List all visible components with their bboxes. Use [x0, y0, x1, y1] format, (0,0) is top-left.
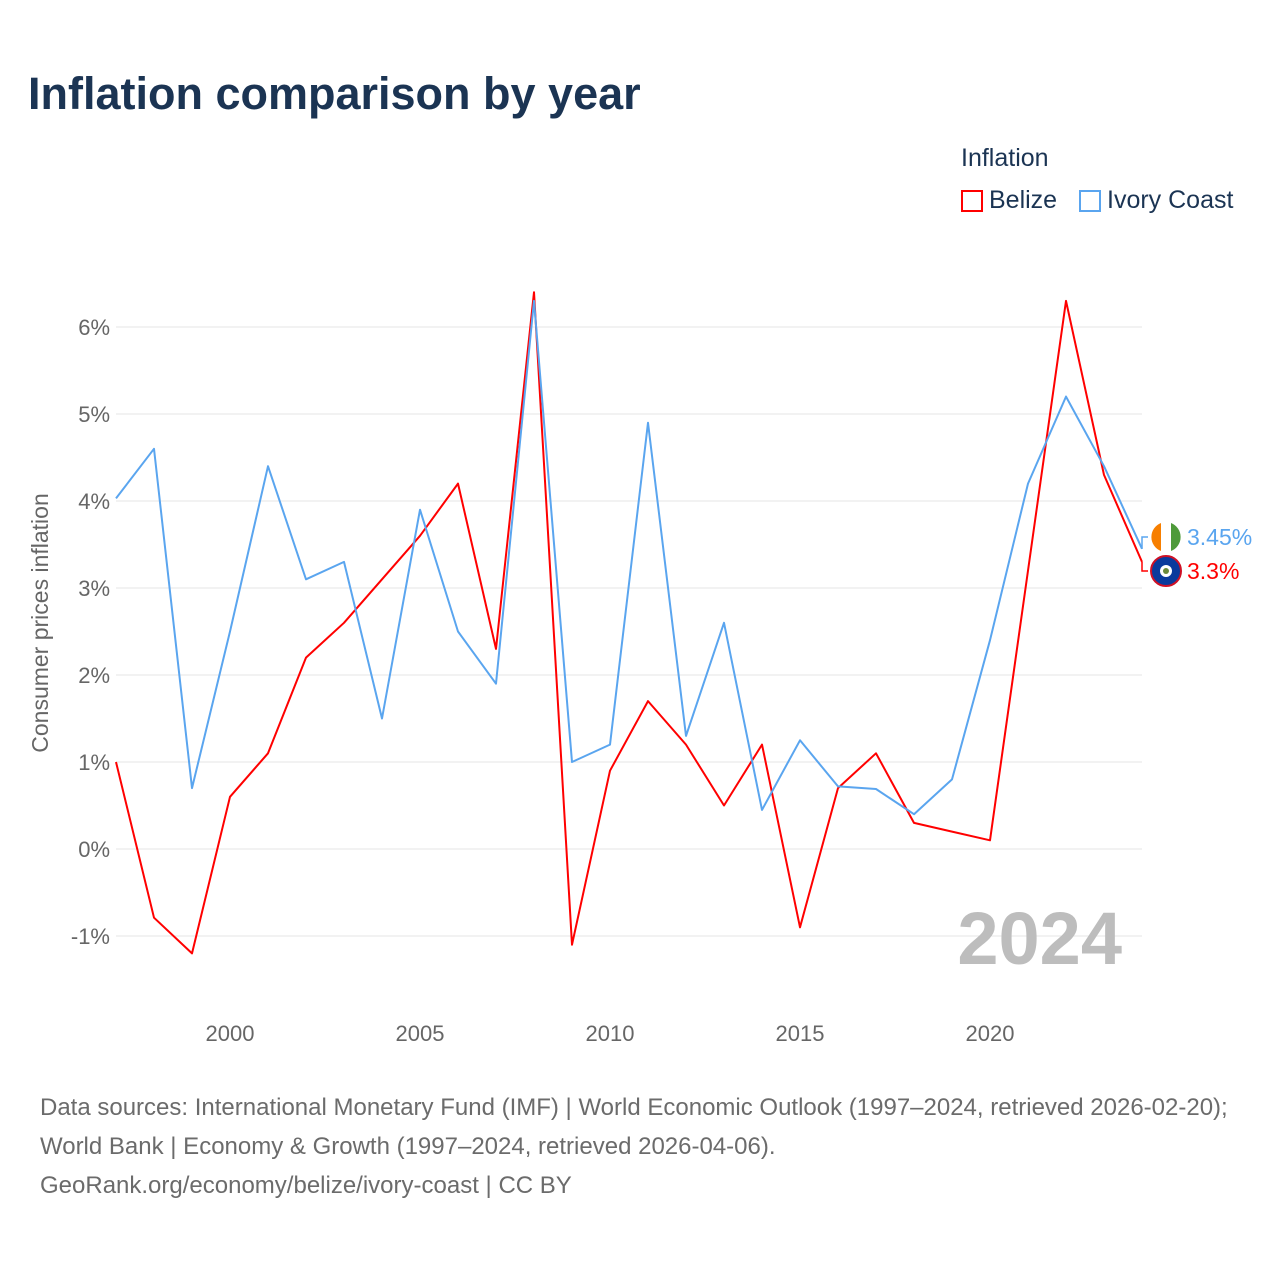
series-line-ivory-coast — [115, 299, 1143, 816]
footer: Data sources: International Monetary Fun… — [40, 1088, 1250, 1205]
legend-item-ivory-coast[interactable]: Ivory Coast — [1079, 186, 1233, 215]
y-tick-label: 6% — [78, 315, 110, 340]
end-value-label: 3.45% — [1187, 524, 1252, 550]
chart-title: Inflation comparison by year — [28, 68, 641, 119]
legend-item-belize[interactable]: Belize — [961, 186, 1057, 215]
y-tick-label: 3% — [78, 576, 110, 601]
y-tick-label: 5% — [78, 402, 110, 427]
x-tick-label: 2010 — [586, 1021, 635, 1046]
belize-swatch-icon — [961, 189, 983, 212]
year-watermark: 2024 — [957, 897, 1122, 980]
legend-label: Ivory Coast — [1107, 186, 1234, 214]
y-tick-label: -1% — [71, 924, 110, 949]
y-tick-label: 2% — [78, 663, 110, 688]
data-sources: Data sources: International Monetary Fun… — [40, 1094, 1228, 1160]
y-axis-label: Consumer prices inflation — [27, 493, 53, 753]
flag-stripe — [1151, 523, 1161, 551]
y-tick-label: 0% — [78, 837, 110, 862]
x-tick-label: 2020 — [966, 1021, 1015, 1046]
end-value-label: 3.3% — [1187, 558, 1239, 584]
x-tick-label: 2015 — [776, 1021, 825, 1046]
x-tick-label: 2000 — [206, 1021, 255, 1046]
end-label-connector — [1141, 536, 1148, 549]
flag-stripe — [1171, 523, 1181, 551]
legend-title: Inflation — [961, 144, 1049, 172]
line-chart: -1% 0% 1% 2% 3% 4% 5% 6% 2000 2005 2010 2015 2020 Con… — [27, 291, 1252, 1046]
y-tick-label: 4% — [78, 489, 110, 514]
attribution[interactable]: GeoRank.org/economy/belize/ivory-coast |… — [40, 1172, 572, 1199]
legend-label: Belize — [989, 186, 1058, 214]
series-line-belize — [115, 291, 1143, 955]
end-label-connector — [1141, 561, 1148, 572]
ivory-coast-swatch-icon — [1079, 189, 1101, 212]
y-tick-label: 1% — [78, 750, 110, 775]
flag-emblem — [1163, 568, 1169, 574]
x-tick-label: 2005 — [396, 1021, 445, 1046]
